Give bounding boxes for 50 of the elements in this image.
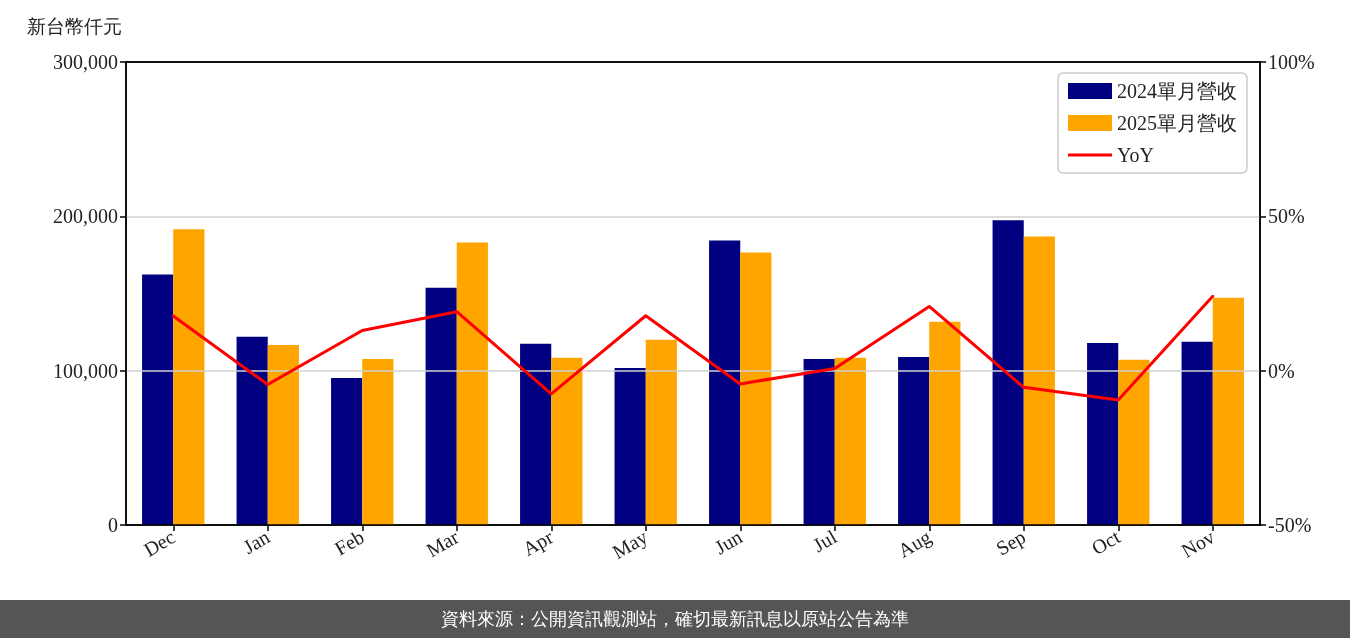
y-axis-title: 新台幣仟元 [27,16,122,37]
bar [142,274,174,525]
y-tick-label: 100,000 [53,359,118,382]
y2-tick-label: -50% [1268,514,1312,536]
bar [992,220,1024,525]
bar [1087,342,1119,525]
line-series [171,294,1215,402]
x-tick-label: Apr [518,525,558,561]
y2-tick-label: 100% [1268,51,1315,73]
x-tick-label: Oct [1087,525,1125,559]
legend-label: YoY [1117,144,1154,166]
legend-label: 2024單月營收 [1117,80,1237,102]
bar [236,336,268,525]
bar [1212,297,1244,525]
bar [1023,236,1055,525]
bar [331,377,363,525]
y-tick-label: 300,000 [53,51,118,73]
bar [1118,359,1150,525]
bar [898,356,930,525]
bar [362,358,394,525]
x-tick-label: Jul [809,525,841,557]
bar [834,357,866,525]
bar [645,339,677,525]
bar [520,343,552,525]
x-tick-label: Nov [1177,525,1219,562]
y-tick-label: 200,000 [53,205,118,228]
legend-label: 2025單月營收 [1117,112,1237,134]
source-note: 資料來源：公開資訊觀測站，確切最新訊息以原站公告為準 [441,607,909,631]
bar [929,321,961,525]
x-tick-label: Jan [239,525,274,558]
bar [709,240,741,525]
bar [803,358,835,525]
x-tick-label: Dec [139,525,179,561]
x-tick-label: Sep [992,525,1030,561]
y-tick-label: 0 [108,514,118,536]
bar [1181,341,1213,525]
bar [614,367,646,525]
bar [425,287,457,525]
y2-tick-label: 50% [1268,205,1305,228]
x-tick-label: Feb [330,525,368,560]
bar [740,252,772,525]
bar [551,357,583,525]
x-tick-label: Jun [710,525,746,559]
x-tick-label: Aug [893,525,936,563]
x-tick-label: Mar [422,525,463,562]
bar [267,344,299,525]
bar [173,229,205,525]
x-tick-label: May [608,525,652,564]
bar [456,242,488,525]
y2-tick-label: 0% [1268,359,1295,382]
